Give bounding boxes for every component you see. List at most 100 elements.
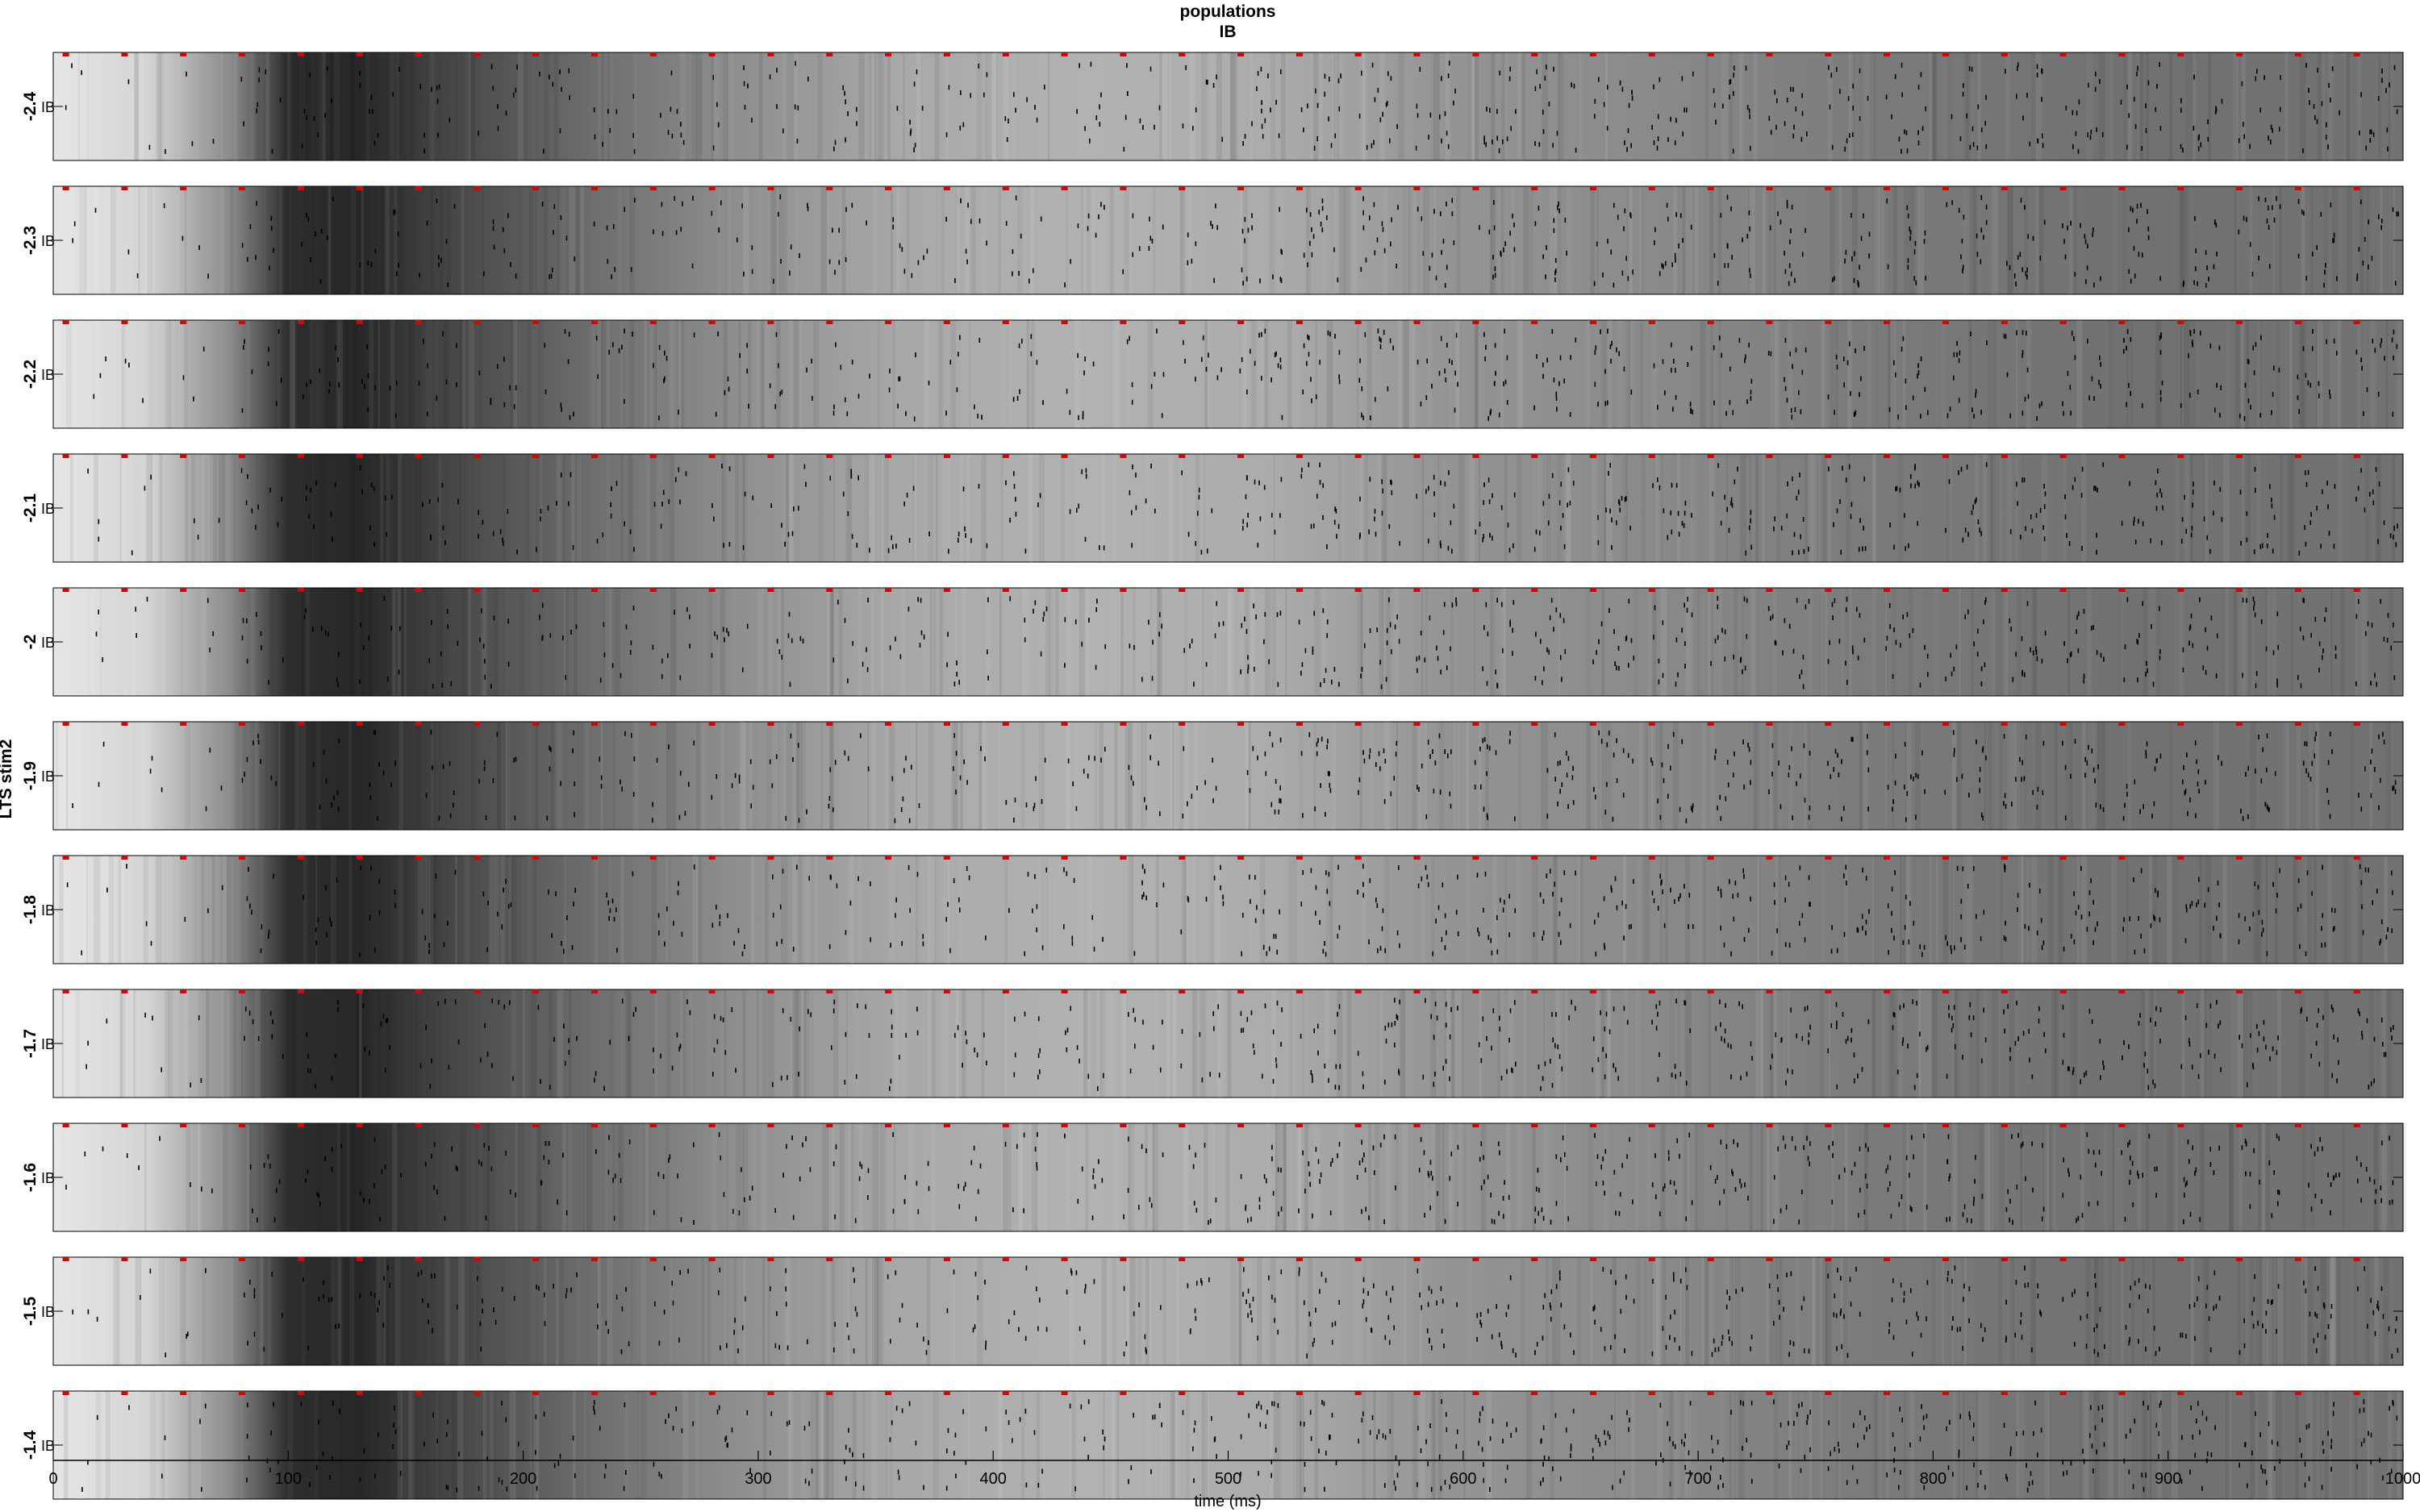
stimulus-marker <box>356 454 363 458</box>
background-stripe <box>1653 722 1659 830</box>
background-stripe <box>1500 320 1504 428</box>
background-stripe <box>2184 186 2188 294</box>
stimulus-marker <box>767 454 774 458</box>
background-stripe <box>961 588 967 696</box>
stimulus-marker <box>1942 722 1949 726</box>
stimulus-marker <box>1237 186 1245 190</box>
background-stripe <box>1892 722 1895 830</box>
background-stripe <box>2000 856 2003 964</box>
background-stripe <box>250 588 256 696</box>
background-stripe <box>2086 52 2092 160</box>
background-stripe <box>1753 722 1759 830</box>
background-stripe <box>561 454 565 562</box>
background-stripe <box>1474 320 1479 428</box>
background-stripe <box>874 52 877 160</box>
stimulus-marker <box>180 588 187 592</box>
background-stripe <box>386 989 394 1098</box>
background-stripe <box>781 588 784 696</box>
stimulus-marker <box>2001 722 2008 726</box>
background-stripe <box>303 186 306 294</box>
background-stripe <box>1042 856 1047 964</box>
background-stripe <box>2359 588 2364 696</box>
background-stripe <box>1496 989 1503 1098</box>
stimulus-marker <box>943 856 950 860</box>
stimulus-marker <box>2353 856 2360 860</box>
background-stripe <box>120 454 125 562</box>
stimulus-marker <box>1002 52 1009 56</box>
background-stripe <box>620 856 624 964</box>
background-stripe <box>1601 722 1607 830</box>
background-stripe <box>1425 186 1428 294</box>
background-stripe <box>1919 989 1926 1098</box>
background-stripe <box>1517 320 1523 428</box>
background-stripe <box>2021 856 2024 964</box>
stimulus-marker <box>1590 186 1596 190</box>
background-stripe <box>561 186 567 294</box>
background-stripe <box>1500 588 1506 696</box>
background-stripe <box>887 52 891 160</box>
background-stripe <box>705 588 711 696</box>
background-stripe <box>2255 856 2261 964</box>
background-stripe <box>594 856 599 964</box>
background-stripe <box>1517 52 1524 160</box>
background-stripe <box>277 722 281 830</box>
background-stripe <box>355 588 358 696</box>
background-stripe <box>2314 856 2317 964</box>
background-stripe <box>1546 722 1550 830</box>
background-stripe <box>2240 320 2244 428</box>
background-stripe <box>2148 856 2152 964</box>
background-stripe <box>1287 320 1292 428</box>
background-stripe <box>666 722 672 830</box>
background-stripe <box>2006 186 2013 294</box>
background-stripe <box>1146 454 1149 562</box>
stimulus-marker <box>1766 186 1773 190</box>
background-stripe <box>1511 186 1514 294</box>
background-stripe <box>1493 588 1496 696</box>
background-stripe <box>170 856 173 964</box>
background-stripe <box>1904 186 1909 294</box>
stimulus-marker <box>2059 588 2067 592</box>
background-stripe <box>1028 588 1030 696</box>
stimulus-marker <box>1531 320 1538 324</box>
background-stripe <box>1160 52 1166 160</box>
background-stripe <box>885 722 889 830</box>
stimulus-marker <box>356 722 363 726</box>
background-stripe <box>1640 320 1643 428</box>
background-stripe <box>1660 454 1663 562</box>
background-stripe <box>2200 989 2205 1098</box>
background-stripe <box>2296 722 2301 830</box>
background-stripe <box>455 856 457 964</box>
background-stripe <box>2036 52 2042 160</box>
background-stripe <box>557 454 563 562</box>
stimulus-marker <box>239 454 245 458</box>
stimulus-marker <box>826 588 833 592</box>
background-stripe <box>1049 588 1053 696</box>
background-stripe <box>2378 52 2382 160</box>
background-stripe <box>2204 989 2207 1098</box>
background-stripe <box>1242 320 1246 428</box>
stimulus-marker <box>1472 856 1479 860</box>
background-stripe <box>2108 320 2113 428</box>
stimulus-marker <box>1884 722 1891 726</box>
background-stripe <box>2092 722 2095 830</box>
background-stripe <box>982 722 985 830</box>
stimulus-marker <box>474 52 481 56</box>
background-stripe <box>1359 52 1365 160</box>
background-stripe <box>2271 588 2276 696</box>
background-stripe <box>1819 454 1821 562</box>
stimulus-marker <box>1413 722 1421 726</box>
background-stripe <box>1763 186 1769 294</box>
background-stripe <box>2360 186 2364 294</box>
background-stripe <box>605 588 611 696</box>
background-stripe <box>959 454 963 562</box>
background-stripe <box>142 454 144 562</box>
background-stripe <box>2071 722 2073 830</box>
background-stripe <box>291 52 296 160</box>
stimulus-marker <box>1825 588 1832 592</box>
background-stripe <box>1333 186 1336 294</box>
background-stripe <box>2401 320 2405 428</box>
stimulus-marker <box>2118 856 2126 860</box>
background-stripe <box>1212 588 1216 696</box>
background-stripe <box>308 454 311 562</box>
background-stripe <box>1338 186 1346 294</box>
